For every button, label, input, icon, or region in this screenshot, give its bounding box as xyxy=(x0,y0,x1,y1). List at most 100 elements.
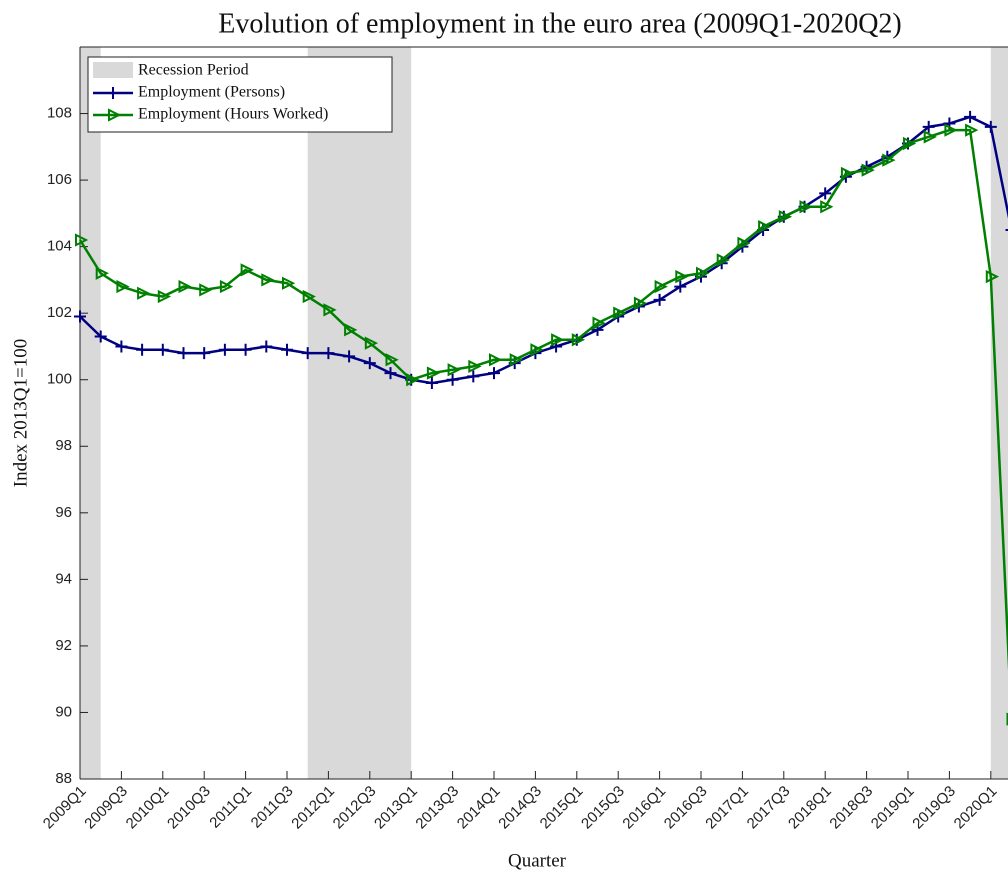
legend: Recession Period Employment (Persons) Empl… xyxy=(87,56,393,133)
marker xyxy=(613,306,627,320)
marker xyxy=(861,163,875,177)
marker xyxy=(343,350,356,363)
marker xyxy=(716,253,730,267)
marker xyxy=(323,303,337,317)
marker xyxy=(964,110,977,123)
x-tick-label: 2019Q3 xyxy=(909,783,959,833)
marker xyxy=(363,357,376,370)
marker xyxy=(551,333,565,347)
x-tick-label: 2017Q3 xyxy=(744,783,794,833)
y-tick-label: 106 xyxy=(47,171,72,188)
marker xyxy=(384,367,397,380)
y-tick-label: 100 xyxy=(47,371,72,388)
series-line xyxy=(78,128,1008,672)
marker xyxy=(778,210,793,224)
marker xyxy=(301,347,314,360)
y-tick-label: 108 xyxy=(47,105,72,122)
x-tick-label: 2014Q3 xyxy=(495,783,545,833)
x-tick-label: 2015Q3 xyxy=(578,783,628,833)
marker xyxy=(654,279,668,294)
x-tick-label: 2015Q1 xyxy=(537,783,587,833)
marker xyxy=(467,370,480,383)
marker xyxy=(425,377,438,390)
marker xyxy=(737,236,751,250)
y-tick-label: 96 xyxy=(55,504,72,521)
marker xyxy=(674,280,687,293)
recession-band xyxy=(307,47,412,779)
marker xyxy=(985,269,1000,284)
marker xyxy=(984,120,997,133)
x-tick-label: 2018Q1 xyxy=(785,783,835,833)
marker xyxy=(406,373,420,387)
marker xyxy=(95,266,109,280)
marker xyxy=(156,343,169,356)
marker xyxy=(820,200,834,214)
series-line xyxy=(79,115,1008,385)
marker xyxy=(489,353,503,367)
marker xyxy=(965,123,979,137)
legend-label: Employment (Persons) xyxy=(138,84,285,101)
legend-label: Employment (Hours Worked) xyxy=(138,106,328,123)
y-tick-label: 104 xyxy=(47,238,72,255)
marker xyxy=(344,323,358,337)
marker xyxy=(75,233,89,247)
y-tick-label: 90 xyxy=(55,703,72,720)
marker xyxy=(819,187,832,200)
marker xyxy=(302,289,316,304)
legend-box xyxy=(87,56,393,133)
chart-title: Evolution of employment in the euro area… xyxy=(218,8,902,39)
marker xyxy=(468,359,482,374)
y-tick-label: 98 xyxy=(55,437,72,454)
marker xyxy=(696,266,710,280)
marker xyxy=(447,363,461,377)
x-tick-label: 2019Q1 xyxy=(868,783,918,833)
x-axis-label: Quarter xyxy=(508,850,567,871)
y-tick-label: 88 xyxy=(55,770,72,787)
x-tick-label: 2010Q3 xyxy=(164,783,214,833)
marker xyxy=(509,353,523,367)
marker xyxy=(115,340,128,353)
recession-band xyxy=(990,47,1008,779)
x-tick-label: 2014Q1 xyxy=(454,783,504,833)
marker xyxy=(675,269,689,284)
marker xyxy=(364,336,379,350)
y-tick-label: 102 xyxy=(47,304,72,321)
marker xyxy=(219,279,234,294)
marker xyxy=(488,367,500,380)
marker xyxy=(218,343,231,356)
marker xyxy=(322,347,335,360)
marker xyxy=(923,130,937,144)
marker xyxy=(282,276,296,290)
marker xyxy=(385,353,399,367)
marker xyxy=(882,153,896,167)
marker xyxy=(903,136,917,151)
y-axis-label: Index 2013Q1=100 xyxy=(10,339,31,487)
x-tick-label: 2011Q3 xyxy=(248,783,297,832)
x-tick-label: 2016Q1 xyxy=(619,783,669,833)
marker xyxy=(239,343,252,356)
marker xyxy=(157,289,172,304)
marker xyxy=(530,343,544,357)
marker xyxy=(240,263,254,277)
marker xyxy=(758,220,772,234)
x-tick-label: 2009Q3 xyxy=(81,783,131,833)
recession-band xyxy=(80,47,101,779)
marker xyxy=(261,273,275,287)
marker xyxy=(799,200,813,214)
marker xyxy=(633,296,648,310)
marker xyxy=(177,347,190,360)
x-tick-label: 2018Q3 xyxy=(826,783,876,833)
marker xyxy=(653,293,666,306)
x-tick-label: 2016Q3 xyxy=(661,783,711,833)
x-tick-label: 2011Q1 xyxy=(206,783,255,832)
marker xyxy=(426,366,441,380)
marker xyxy=(592,316,606,330)
marker xyxy=(94,330,107,343)
marker xyxy=(922,120,935,133)
legend-swatch xyxy=(93,62,133,78)
marker xyxy=(198,347,211,360)
legend-label: Recession Period xyxy=(138,62,249,79)
y-tick-label: 92 xyxy=(55,637,72,654)
marker xyxy=(260,340,273,353)
